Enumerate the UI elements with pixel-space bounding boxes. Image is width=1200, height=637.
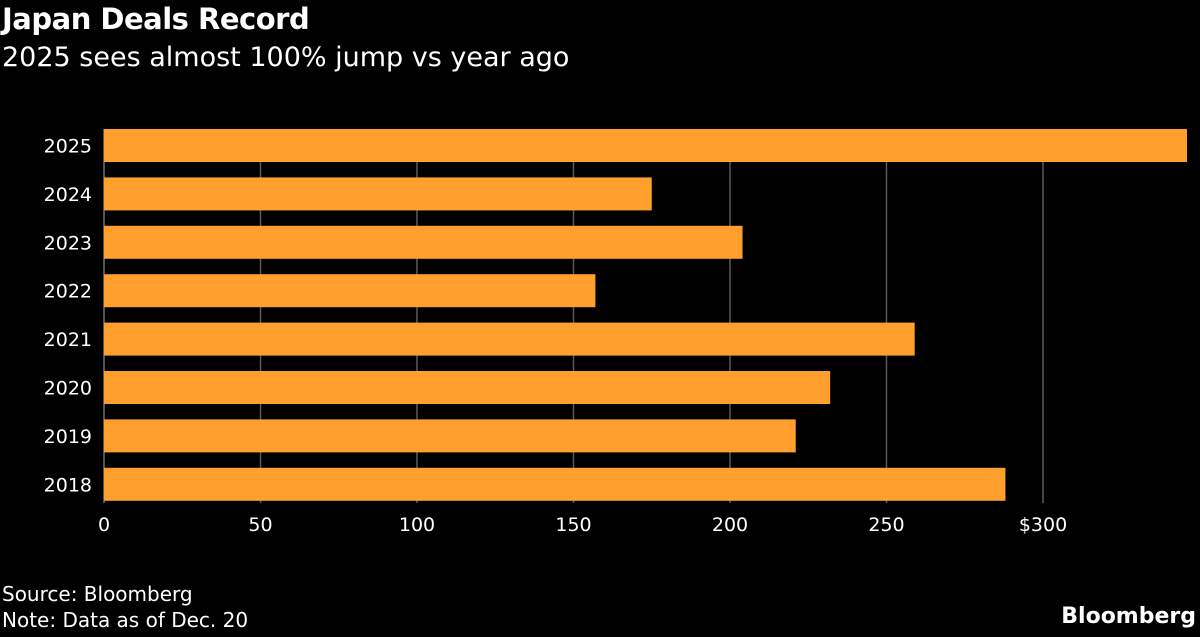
chart-subtitle: 2025 sees almost 100% jump vs year ago xyxy=(2,42,570,73)
bar-2022 xyxy=(104,274,596,308)
y-tick-label: 2019 xyxy=(44,426,92,448)
x-tick-label: 50 xyxy=(248,514,272,536)
bar-2024 xyxy=(104,177,652,211)
data-note: Note: Data as of Dec. 20 xyxy=(2,608,249,632)
bar-2020 xyxy=(104,371,831,404)
y-tick-label: 2025 xyxy=(44,136,92,158)
y-tick-label: 2024 xyxy=(44,184,92,206)
y-tick-label: 2018 xyxy=(44,474,92,496)
y-tick-label: 2023 xyxy=(44,232,92,254)
x-tick-label: 0 xyxy=(98,514,110,536)
x-tick-label: 150 xyxy=(555,514,591,536)
x-tick-label: 200 xyxy=(712,514,748,536)
x-tick-label: 100 xyxy=(399,514,435,536)
bloomberg-logo: Bloomberg xyxy=(1061,604,1196,629)
bar-2018 xyxy=(104,467,1006,501)
bar-2025 xyxy=(104,129,1187,162)
bar-2019 xyxy=(104,419,796,453)
y-tick-label: 2020 xyxy=(44,378,92,400)
bar-2021 xyxy=(104,322,915,356)
y-tick-label: 2021 xyxy=(44,329,92,351)
x-tick-label: $300 xyxy=(1019,514,1067,536)
chart-title: Japan Deals Record xyxy=(2,2,310,36)
source-note: Source: Bloomberg xyxy=(2,582,193,606)
bar-2023 xyxy=(104,225,743,259)
y-tick-label: 2022 xyxy=(44,281,92,303)
x-tick-label: 250 xyxy=(868,514,904,536)
